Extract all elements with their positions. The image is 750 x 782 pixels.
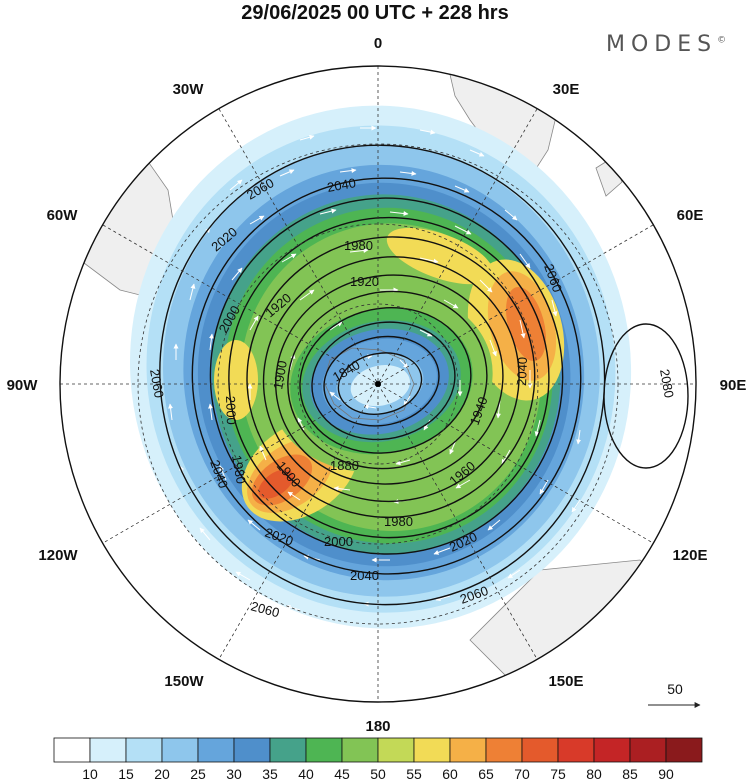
colorbar-swatch xyxy=(593,737,631,763)
brand-mark: © xyxy=(717,35,727,46)
colorbar-tick-label: 20 xyxy=(154,766,170,782)
colorbar-tick-label: 50 xyxy=(370,766,386,782)
colorbar-tick-label: 35 xyxy=(262,766,278,782)
lon-label-30w: 30W xyxy=(173,81,205,98)
height-contours xyxy=(159,144,689,606)
contour-label: 2000 xyxy=(223,396,239,425)
colorbar-tick-label: 10 xyxy=(82,766,98,782)
contour-2040 xyxy=(191,177,582,575)
colorbar-tick-label: 80 xyxy=(586,766,602,782)
colorbar-swatch xyxy=(269,737,307,763)
colorbar-tick-label: 30 xyxy=(226,766,242,782)
colorbar-tick-label: 15 xyxy=(118,766,134,782)
contour-label: 1980 xyxy=(384,514,413,529)
colorbar-swatch xyxy=(89,737,127,763)
map-boundary xyxy=(59,65,697,703)
contour-label: 2060 xyxy=(249,598,281,620)
colorbar-tick-label: 65 xyxy=(478,766,494,782)
contour-2060 xyxy=(159,144,606,606)
colorbar-swatch xyxy=(233,737,271,763)
colorbar-swatch xyxy=(485,737,523,763)
colorbar-swatch xyxy=(557,737,595,763)
contour-1920 xyxy=(287,290,488,470)
colorbar-tick-label: 75 xyxy=(550,766,566,782)
colorbar-swatch xyxy=(449,737,487,763)
colorbar-tick-label: 55 xyxy=(406,766,422,782)
contour-label: 1980 xyxy=(344,238,373,253)
colorbar-tick-label: 45 xyxy=(334,766,350,782)
contour-label: 1900 xyxy=(270,359,290,390)
lon-label-90w: 90W xyxy=(7,377,39,394)
colorbar-swatch xyxy=(521,737,559,763)
colorbar-swatch xyxy=(665,737,703,763)
longitude-labels: 0 30E 60E 90E 120E 150E 180 150W 120W 90… xyxy=(7,35,747,735)
contour-label: 1920 xyxy=(350,274,379,289)
colorbar-swatch xyxy=(53,737,91,763)
lon-label-120w: 120W xyxy=(38,547,78,564)
map-title: 29/06/2025 00 UTC + 228 hrs xyxy=(241,2,509,24)
lon-label-150e: 150E xyxy=(548,673,583,690)
lon-label-60e: 60E xyxy=(677,207,704,224)
colorbar-swatch xyxy=(305,737,343,763)
lon-label-180: 180 xyxy=(365,718,390,735)
lon-label-90e: 90E xyxy=(720,377,747,394)
contour-1880 xyxy=(311,321,456,441)
colorbar-swatch xyxy=(377,737,415,763)
brand-text: MODES xyxy=(606,32,718,57)
colorbar-tick-label: 85 xyxy=(622,766,638,782)
reference-vector: 50 xyxy=(648,681,701,708)
lon-label-60w: 60W xyxy=(47,207,79,224)
contour-1840 xyxy=(337,352,423,415)
colorbar-swatch xyxy=(161,737,199,763)
contour-label: 2060 xyxy=(147,368,167,399)
vector-scale-label: 50 xyxy=(667,681,683,697)
colorbar-tick-label: 40 xyxy=(298,766,314,782)
lon-label-150w: 150W xyxy=(164,673,204,690)
colorbar-tick-label: 60 xyxy=(442,766,458,782)
contour-1960 xyxy=(262,256,520,503)
modes-logo: MODES© xyxy=(606,32,726,57)
contour-label: 2040 xyxy=(350,568,379,583)
contour-1940 xyxy=(275,274,504,485)
contour-1900 xyxy=(299,307,472,454)
contour-label: 2080 xyxy=(657,368,677,399)
colorbar-tick-label: 90 xyxy=(658,766,674,782)
lon-label-120e: 120E xyxy=(672,547,707,564)
contour-2080 xyxy=(603,323,689,469)
colorbar-tick-label: 70 xyxy=(514,766,530,782)
lon-label-0: 0 xyxy=(374,35,382,52)
south-pole-marker xyxy=(375,381,381,387)
colorbar-tick-label: 25 xyxy=(190,766,206,782)
contour-label: 2040 xyxy=(514,357,530,386)
contour-label: 1880 xyxy=(330,458,359,473)
colorbar-swatch xyxy=(125,737,163,763)
contour-2000 xyxy=(228,216,550,539)
contour-1860 xyxy=(323,335,440,427)
colorbar-swatch xyxy=(629,737,667,763)
lon-label-30e: 30E xyxy=(553,81,580,98)
colorbar-swatch xyxy=(197,737,235,763)
colorbar-swatch xyxy=(341,737,379,763)
contour-1980 xyxy=(246,236,536,519)
contour-label: 2000 xyxy=(324,534,353,549)
colorbar: 10 15 20 25 30 35 40 45 50 55 60 65 70 75 80 85 90 xyxy=(53,737,703,782)
contour-2020 xyxy=(209,197,564,555)
contour-label: 1980 xyxy=(229,454,249,485)
contour-label: 2040 xyxy=(326,175,357,195)
colorbar-swatch xyxy=(413,737,451,763)
